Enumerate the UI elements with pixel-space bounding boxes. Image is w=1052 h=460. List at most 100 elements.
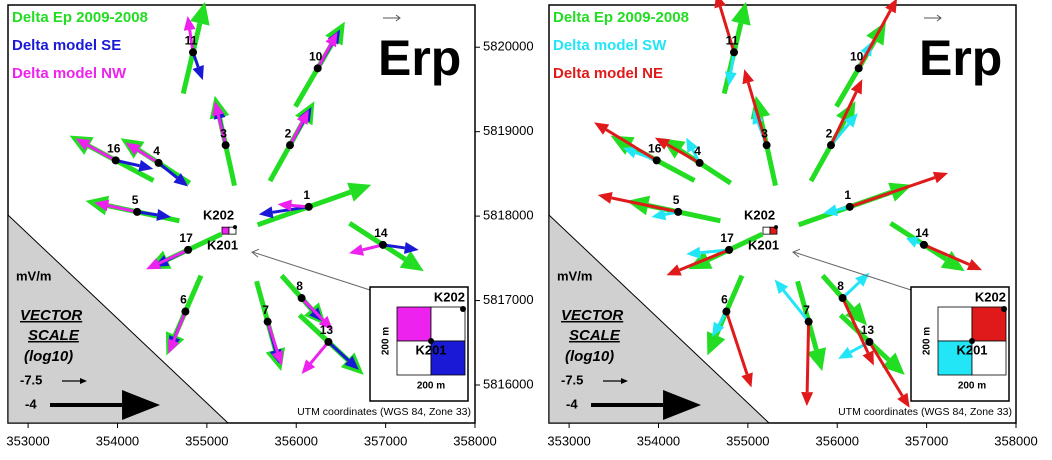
station [297, 294, 306, 303]
station [184, 245, 193, 254]
vector-arrow-shaft [805, 321, 811, 393]
station-label: 8 [296, 279, 303, 293]
vector-arrow-head [622, 146, 638, 159]
scale-value: -7.5 [561, 372, 583, 387]
station-label: 11 [185, 33, 198, 47]
inset-quadrant [937, 306, 973, 342]
vector-arrow-head [277, 199, 292, 212]
inset-label: K201 [415, 342, 446, 357]
vector-arrow-head [806, 347, 827, 372]
station-label: 10 [850, 50, 864, 64]
scale-subtitle: (log10) [565, 348, 614, 365]
station [324, 337, 333, 346]
vector-arrow-head [94, 199, 110, 212]
vector-arrow-shaft [309, 340, 330, 365]
vector-arrow [742, 69, 769, 146]
vector-arrow-shaft [718, 6, 736, 53]
vector-arrow-head [173, 173, 189, 187]
vector-arrow-head [301, 359, 316, 375]
vector-arrow [923, 243, 983, 271]
vector-arrow-head [686, 246, 701, 259]
scale-arrow [50, 390, 161, 420]
vector-arrow-head [296, 109, 309, 125]
vector-arrow-head [146, 257, 162, 270]
vector-arrow-shaft [868, 341, 904, 397]
vector-arrow-head [212, 101, 225, 117]
vector-arrow [597, 192, 679, 214]
vector-arrow-head [966, 259, 983, 271]
station [919, 240, 928, 249]
vector-arrow-head [862, 350, 874, 366]
y-tick-label: 5820000 [483, 39, 534, 54]
station-label: 2 [285, 126, 292, 140]
station-label: 3 [761, 126, 768, 140]
station-label: 17 [179, 231, 193, 245]
vector-arrow-head [741, 372, 753, 388]
vector-arrow [300, 296, 333, 331]
station-label: 3 [220, 126, 227, 140]
scale-region [548, 213, 771, 424]
station [652, 156, 661, 165]
station [865, 337, 874, 346]
station [730, 48, 739, 57]
station-label: 16 [648, 142, 662, 156]
scale-arrow [62, 378, 87, 384]
vector-arrow-head [838, 346, 854, 359]
station-label: 1 [844, 188, 851, 202]
vector-arrow-head [271, 350, 284, 366]
station-label: 7 [803, 303, 810, 317]
scale-arrow-head [80, 378, 87, 384]
map-panel: mV/m VECTOR SCALE (log10) -7.5 -4 353000 354000… [6, 1, 534, 448]
station-label: 14 [915, 226, 929, 240]
station [189, 48, 198, 57]
scale-value: -4 [566, 396, 578, 411]
vector-arrow-head [940, 250, 965, 272]
station-label: 4 [153, 144, 160, 158]
scale-title: SCALE [28, 327, 80, 344]
vector-arrow-shaft [746, 82, 769, 146]
station [313, 64, 322, 73]
x-tick-label: 354000 [96, 433, 139, 448]
vector-arrow-head [844, 113, 858, 128]
vector-arrow-head [844, 302, 868, 326]
vector-arrow [868, 341, 910, 408]
y-tick-label: 5819000 [483, 123, 534, 138]
scale-subtitle: (log10) [24, 348, 73, 365]
vector-arrow-shaft [666, 143, 701, 165]
vector-arrow-shaft [678, 248, 730, 272]
inset-quadrant [971, 340, 1007, 376]
vector-arrow [654, 137, 701, 165]
scale-title: VECTOR [20, 307, 82, 324]
vector-arrow-head [347, 182, 372, 202]
pointer-head [251, 248, 260, 258]
vector-arrow-head [258, 206, 274, 219]
vector-arrow-head [714, 0, 726, 9]
vector-arrow-shaft [158, 248, 189, 265]
vector-arrow [849, 171, 949, 209]
vector-arrow-head [75, 138, 91, 151]
station-label: 11 [726, 33, 739, 47]
vector-arrow [820, 273, 868, 326]
vector-arrow-head [85, 195, 110, 216]
vector-arrow-head [706, 331, 726, 356]
vector-arrow [146, 248, 189, 270]
station [845, 202, 854, 211]
inset-quadrant [396, 340, 432, 376]
vector-arrow [125, 142, 160, 165]
x-tick-label: 353000 [547, 433, 590, 448]
vector-arrow-head [192, 64, 204, 81]
pointer [793, 251, 912, 291]
vector-arrow-head [742, 69, 754, 85]
vector-arrow [180, 1, 210, 95]
vector-arrow [857, 0, 897, 70]
vector-arrow [774, 279, 810, 323]
station [263, 317, 272, 326]
pointer [252, 251, 371, 291]
site-dot [773, 225, 778, 230]
vector-arrow-head [651, 208, 667, 221]
map-title: Erp [919, 30, 1002, 86]
scale-arrow-head [663, 390, 702, 420]
vector-arrow-shaft [115, 158, 140, 168]
station-label: 17 [720, 231, 734, 245]
